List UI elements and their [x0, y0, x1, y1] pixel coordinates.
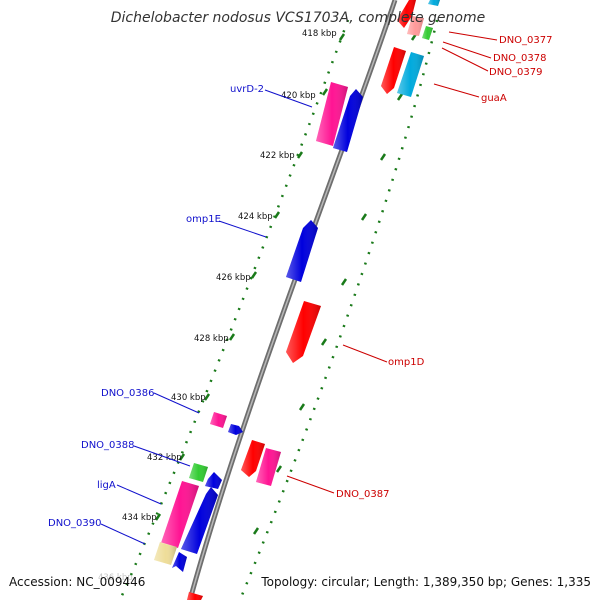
tick-label: 426 kbp [216, 273, 251, 283]
gene-label-dno-0387[interactable]: DNO_0387 [336, 489, 390, 500]
label-leaders [100, 31, 498, 545]
gene-label-dno-0378[interactable]: DNO_0378 [493, 53, 547, 64]
tick-label: 428 kbp [194, 334, 229, 344]
gene-arrow-dno-0379-top[interactable] [428, 0, 440, 6]
tick-label: 418 kbp [302, 29, 337, 39]
gene-label-uvrd-2[interactable]: uvrD-2 [230, 84, 264, 95]
gene-label-omp1e[interactable]: omp1E [186, 214, 221, 225]
gene-arrow-dno-0379[interactable] [422, 26, 433, 40]
gene-arrow-omp1e[interactable] [286, 220, 318, 282]
gene-features [154, 0, 440, 600]
gene-labels: uvrD-2 omp1E DNO_0386 DNO_0388 ligA DNO_… [48, 35, 553, 529]
tick-label: 436 kbp [98, 573, 133, 583]
map-title: Dichelobacter nodosus VCS1703A, complete… [111, 10, 485, 26]
gene-arrow-dno-0388[interactable] [189, 463, 208, 482]
major-ticks [154, 33, 418, 535]
gene-label-guaa[interactable]: guaA [481, 93, 507, 104]
genome-info-text: Topology: circular; Length: 1,389,350 bp… [260, 575, 591, 589]
gene-label-dno-0379[interactable]: DNO_0379 [489, 67, 543, 78]
tick-label: 434 kbp [122, 513, 157, 523]
gene-arrow-omp1d[interactable] [286, 301, 321, 363]
gene-label-dno-0386[interactable]: DNO_0386 [101, 388, 155, 399]
tick-label: 422 kbp [260, 151, 295, 161]
gene-arrow-dno-0388-cds[interactable] [205, 472, 222, 489]
tick-label: 420 kbp [281, 91, 316, 101]
gene-label-dno-0390[interactable]: DNO_0390 [48, 518, 102, 529]
gene-arrow-partial[interactable] [187, 592, 203, 600]
tick-label: 430 kbp [171, 393, 206, 403]
gene-label-dno-0388[interactable]: DNO_0388 [81, 440, 135, 451]
gene-label-dno-0377[interactable]: DNO_0377 [499, 35, 553, 46]
gene-label-omp1d[interactable]: omp1D [388, 357, 425, 368]
accession-text: Accession: NC_009446 [9, 575, 145, 589]
gene-arrow-dno-0386[interactable] [210, 412, 227, 428]
gene-label-liga[interactable]: ligA [97, 480, 116, 491]
tick-label: 432 kbp [147, 453, 182, 463]
tick-labels: 418 kbp 420 kbp 422 kbp 424 kbp 426 kbp … [98, 29, 337, 583]
tick-label: 424 kbp [238, 212, 273, 222]
